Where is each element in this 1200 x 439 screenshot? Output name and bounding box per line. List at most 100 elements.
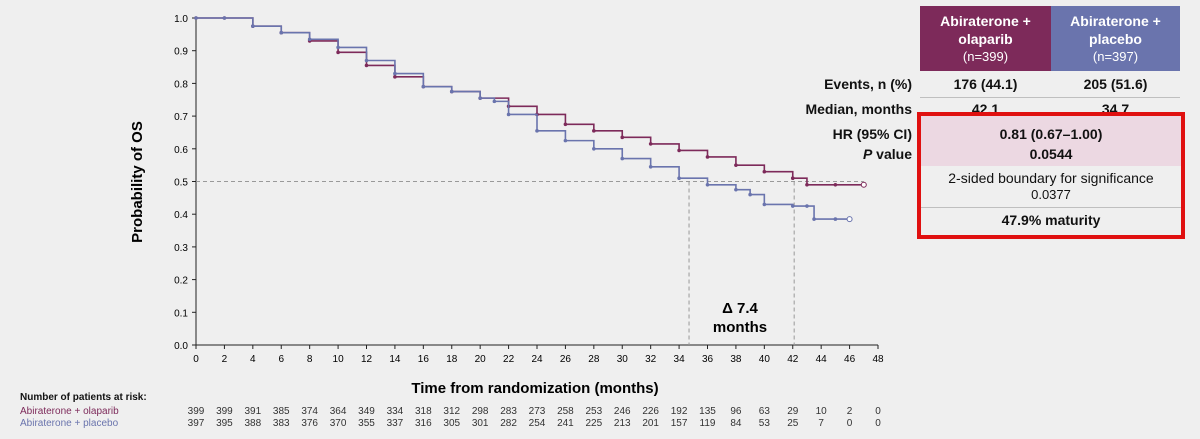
risk-row2-value: 241 — [557, 418, 574, 429]
x-tick-label: 32 — [645, 354, 657, 365]
risk-row1-value: 10 — [815, 406, 827, 417]
p-label-rest: value — [872, 146, 912, 162]
x-tick-label: 12 — [361, 354, 373, 365]
risk-row2-value: 25 — [787, 418, 799, 429]
hr-label: HR (95% CI) — [832, 126, 912, 142]
x-tick-label: 40 — [759, 354, 771, 365]
censor-mark — [734, 187, 738, 192]
censor-mark — [393, 71, 397, 76]
x-tick-label: 46 — [844, 354, 856, 365]
risk-row1-value: 399 — [216, 406, 233, 417]
risk-row2-value: 225 — [585, 418, 603, 429]
series-line-2 — [196, 17, 850, 220]
end-marker — [846, 216, 853, 223]
risk-title: Number of patients at risk: — [20, 392, 147, 403]
events-col2: 205 (51.6) — [1083, 76, 1148, 92]
risk-row2-value: 282 — [500, 418, 517, 429]
censor-mark — [648, 164, 653, 169]
censor-mark — [705, 182, 710, 187]
censor-mark — [762, 202, 767, 207]
censor-mark — [336, 50, 340, 55]
y-tick-label: 1.0 — [174, 14, 188, 25]
risk-row1-value: 399 — [187, 406, 205, 417]
risk-row2-label: Abiraterone + placebo — [20, 418, 119, 429]
risk-row2-value: 337 — [386, 418, 404, 429]
x-tick-label: 8 — [307, 354, 313, 365]
y-tick-label: 0.5 — [174, 178, 188, 189]
censor-mark — [506, 112, 511, 117]
censor-mark — [833, 182, 838, 187]
risk-row2-value: 157 — [670, 418, 688, 429]
censor-mark — [620, 135, 625, 140]
censor-mark — [790, 204, 795, 208]
risk-row1-value: 391 — [244, 406, 262, 417]
censor-mark — [364, 63, 369, 68]
censor-mark — [307, 37, 312, 42]
censor-mark — [705, 155, 710, 159]
risk-row2-value: 84 — [730, 418, 742, 429]
censor-mark — [833, 217, 838, 221]
x-tick-label: 0 — [193, 354, 199, 365]
risk-row1-value: 385 — [272, 406, 290, 417]
risk-row1-value: 63 — [758, 406, 770, 417]
y-tick-label: 0.3 — [174, 243, 188, 254]
risk-row2-value: 305 — [443, 418, 461, 429]
censor-mark — [620, 156, 625, 161]
y-tick-label: 0.4 — [174, 210, 188, 221]
highlight-box — [917, 112, 1185, 239]
censor-mark — [805, 182, 809, 187]
col2-header: Abiraterone + placebo (n=397) — [1051, 6, 1180, 71]
censor-mark — [812, 217, 816, 221]
x-tick-label: 44 — [816, 354, 828, 365]
risk-row2-value: 395 — [216, 418, 233, 429]
x-tick-label: 30 — [617, 354, 629, 365]
risk-row2-value: 355 — [358, 418, 375, 429]
x-tick-label: 38 — [730, 354, 742, 365]
risk-row2-value: 7 — [818, 418, 824, 429]
censor-mark — [279, 30, 284, 35]
x-tick-label: 20 — [475, 354, 487, 365]
risk-row2-value: 201 — [642, 418, 659, 429]
x-tick-label: 18 — [446, 354, 458, 365]
censor-mark — [648, 142, 653, 146]
risk-row2-value: 388 — [244, 418, 262, 429]
risk-row1-value: 283 — [500, 406, 517, 417]
risk-row2-value: 301 — [471, 418, 489, 429]
risk-row1-value: 318 — [414, 406, 432, 417]
x-tick-label: 36 — [702, 354, 714, 365]
censor-mark — [336, 45, 340, 50]
censor-mark — [677, 176, 681, 181]
events-col1: 176 (44.1) — [953, 76, 1018, 92]
censor-mark — [563, 122, 568, 127]
risk-row1-value: 374 — [301, 406, 318, 417]
hr-value: 0.81 (0.67–1.00) — [999, 126, 1103, 142]
censor-mark — [251, 24, 255, 28]
p-label-italic: P — [862, 146, 873, 162]
censor-mark — [478, 96, 482, 100]
risk-row1-value: 273 — [528, 406, 546, 417]
y-tick-label: 0.2 — [174, 276, 188, 287]
x-tick-label: 4 — [250, 354, 256, 365]
censor-mark — [677, 148, 681, 153]
censor-mark — [421, 84, 426, 89]
censor-mark — [762, 169, 767, 174]
y-tick-label: 0.7 — [174, 112, 188, 123]
censor-mark — [393, 75, 397, 79]
risk-row2-value: 316 — [414, 418, 432, 429]
risk-row1-value: 253 — [585, 406, 603, 417]
risk-row2-value: 119 — [699, 418, 716, 429]
risk-row1-value: 349 — [358, 406, 375, 417]
censor-mark — [790, 176, 795, 181]
divider — [920, 97, 1180, 98]
censor-mark — [592, 129, 596, 133]
x-tick-label: 42 — [787, 354, 799, 365]
risk-row1-value: 226 — [642, 406, 659, 417]
end-marker — [860, 181, 867, 188]
censor-mark — [563, 138, 568, 143]
risk-row1-value: 0 — [875, 406, 881, 417]
risk-row1-value: 258 — [557, 406, 574, 417]
risk-row1-value: 96 — [730, 406, 742, 417]
maturity: 47.9% maturity — [1001, 212, 1101, 228]
divider — [921, 207, 1181, 208]
